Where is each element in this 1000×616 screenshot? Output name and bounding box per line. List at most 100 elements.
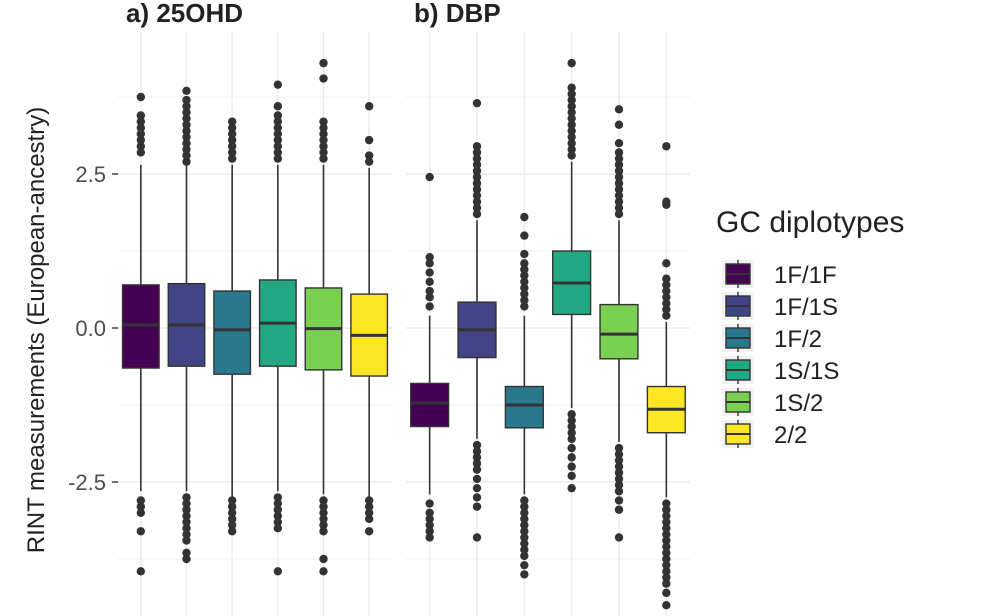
- box-1S/2: [599, 105, 639, 542]
- legend-entry-1F/2: 1F/2: [722, 324, 822, 353]
- outlier-point: [273, 142, 283, 151]
- outlier-point: [614, 487, 624, 496]
- outlier-point: [182, 139, 191, 148]
- outlier-point: [182, 505, 191, 514]
- outlier-point: [319, 148, 328, 157]
- outlier-point: [182, 548, 191, 558]
- outlier-point: [425, 259, 434, 268]
- box-1S/1S: [258, 80, 297, 576]
- box-1F/1F: [121, 92, 160, 576]
- outlier-point: [662, 259, 671, 268]
- outlier-point: [136, 148, 146, 157]
- outlier-point: [662, 311, 671, 320]
- outlier-point: [662, 530, 671, 539]
- outlier-point: [567, 483, 576, 493]
- legend-entry-1S/1S: 1S/1S: [722, 356, 839, 385]
- outlier-point: [520, 249, 529, 259]
- outlier-point: [472, 154, 482, 163]
- outlier-point: [520, 289, 529, 299]
- legend-label: 1S/1S: [774, 358, 839, 385]
- outlier-point: [662, 554, 671, 564]
- outlier-point: [136, 496, 146, 505]
- outlier-point: [567, 95, 576, 105]
- outlier-point: [567, 471, 576, 481]
- outlier-point: [182, 114, 191, 123]
- outlier-point: [662, 548, 671, 558]
- outlier-point: [182, 536, 191, 545]
- outlier-point: [136, 111, 146, 120]
- outlier-point: [567, 108, 576, 117]
- outlier-point: [319, 58, 328, 68]
- legend-title: GC diplotypes: [716, 206, 904, 239]
- box-1F/1S: [457, 98, 497, 542]
- outlier-point: [520, 502, 529, 511]
- legend-label: 2/2: [774, 422, 807, 449]
- outlier-point: [567, 462, 576, 471]
- outlier-point: [182, 145, 191, 154]
- outlier-point: [662, 197, 671, 206]
- outlier-point: [567, 434, 576, 444]
- outlier-point: [614, 172, 624, 182]
- outlier-point: [520, 570, 529, 579]
- outlier-point: [227, 527, 237, 536]
- box-iqr: [599, 303, 639, 360]
- outlier-point: [182, 132, 191, 142]
- outlier-point: [567, 416, 576, 425]
- outlier-point: [273, 117, 283, 126]
- outlier-point: [614, 105, 624, 114]
- outlier-point: [567, 83, 576, 92]
- outlier-point: [662, 299, 671, 308]
- outlier-point: [472, 533, 482, 542]
- outlier-point: [364, 502, 374, 511]
- outlier-point: [182, 120, 191, 129]
- outlier-point: [425, 302, 434, 311]
- outlier-point: [472, 493, 482, 502]
- outlier-point: [227, 496, 237, 505]
- outlier-point: [425, 499, 434, 508]
- outlier-point: [662, 293, 671, 302]
- outlier-point: [567, 410, 576, 419]
- outlier-point: [319, 502, 328, 511]
- outlier-point: [614, 462, 624, 471]
- outlier-point: [319, 142, 328, 151]
- outlier-point: [227, 154, 237, 163]
- y-tick-label: 2.5: [75, 162, 106, 187]
- outlier-point: [425, 268, 434, 277]
- legend-label: 1S/2: [774, 390, 823, 417]
- outlier-point: [182, 517, 191, 527]
- legend-entry-2/2: 2/2: [722, 420, 807, 449]
- outlier-point: [273, 524, 283, 533]
- outlier-point: [425, 286, 434, 296]
- outlier-point: [662, 286, 671, 296]
- outlier-point: [662, 524, 671, 533]
- outlier-point: [662, 280, 671, 290]
- box-iqr: [121, 284, 160, 369]
- outlier-point: [614, 160, 624, 169]
- outlier-point: [662, 536, 671, 545]
- outlier-point: [319, 123, 328, 132]
- outlier-point: [273, 505, 283, 514]
- outlier-point: [182, 157, 191, 166]
- outlier-point: [520, 496, 529, 505]
- outlier-point: [319, 117, 328, 126]
- outlier-point: [520, 277, 529, 286]
- outlier-point: [227, 135, 237, 145]
- outlier-point: [614, 443, 624, 453]
- y-tick-label: -2.5: [68, 470, 106, 495]
- outlier-point: [614, 139, 624, 148]
- outlier-point: [136, 123, 146, 132]
- box-1F/1S: [167, 86, 206, 564]
- outlier-point: [520, 520, 529, 530]
- outlier-point: [472, 203, 482, 213]
- outlier-point: [364, 151, 374, 160]
- outlier-point: [425, 172, 434, 182]
- outlier-point: [614, 120, 624, 129]
- outlier-point: [662, 579, 671, 588]
- outlier-point: [520, 283, 529, 293]
- outlier-point: [662, 499, 671, 508]
- outlier-point: [136, 567, 146, 576]
- outlier-point: [567, 89, 576, 99]
- outlier-point: [319, 496, 328, 505]
- outlier-point: [273, 135, 283, 145]
